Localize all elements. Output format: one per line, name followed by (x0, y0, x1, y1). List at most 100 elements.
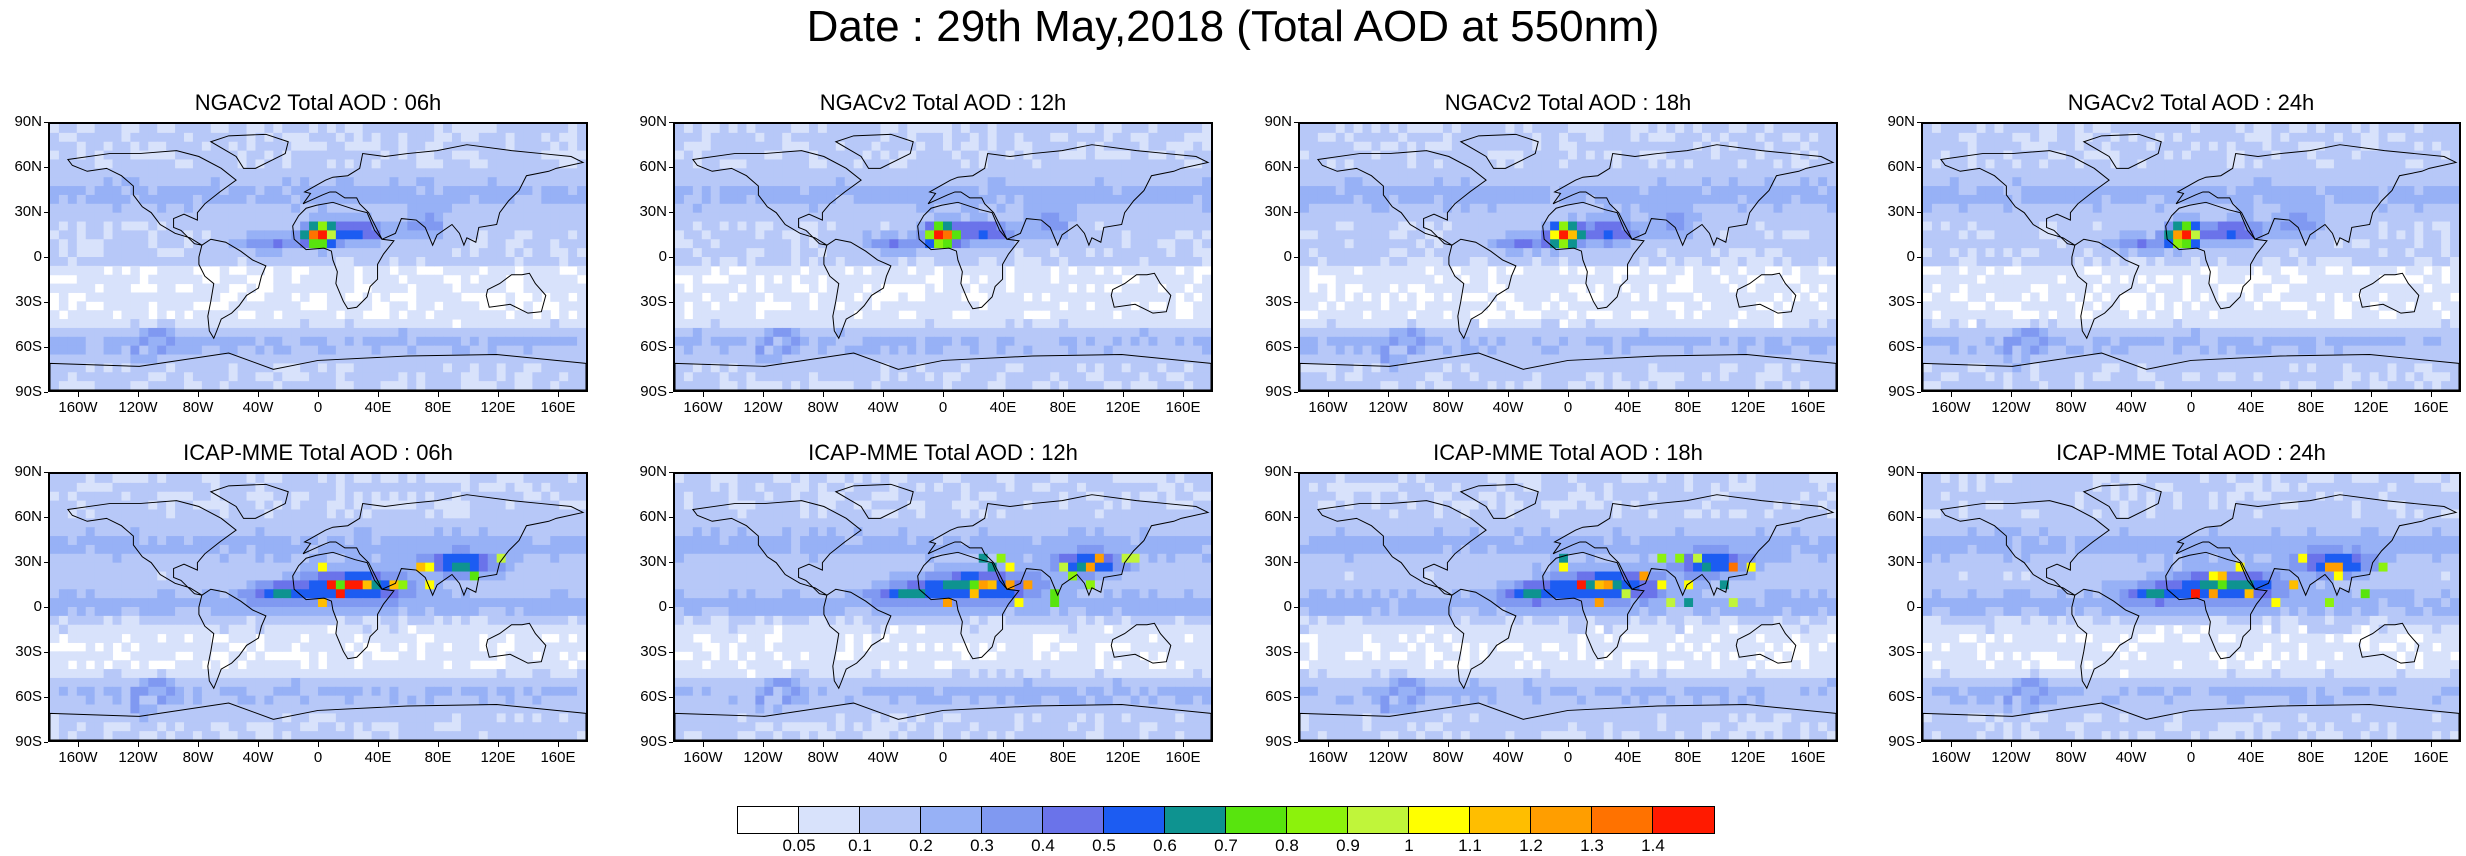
lon-tick-label: 80W (793, 750, 853, 766)
lon-tick-mark (138, 742, 139, 747)
lon-tick-label: 80E (1033, 750, 1093, 766)
lon-tick-mark (763, 742, 764, 747)
lat-tick-mark (669, 392, 673, 393)
colorbar-swatch (1348, 807, 1409, 833)
lon-tick-mark (1748, 392, 1749, 397)
lat-tick-mark (669, 697, 673, 698)
lon-tick-label: 40E (1598, 400, 1658, 416)
lat-tick-label: 60N (1881, 159, 1915, 175)
lon-tick-mark (2371, 742, 2372, 747)
lat-tick-mark (44, 392, 48, 393)
lat-tick-mark (1294, 302, 1298, 303)
colorbar-swatch (1287, 807, 1348, 833)
lat-tick-label: 90S (8, 734, 42, 750)
colorbar-swatch (1470, 807, 1531, 833)
lon-tick-mark (1628, 742, 1629, 747)
map-plot-area (1298, 122, 1838, 392)
lat-tick-mark (669, 607, 673, 608)
lat-tick-label: 30N (633, 554, 667, 570)
colorbar-swatch (738, 807, 799, 833)
lon-tick-label: 40W (228, 750, 288, 766)
lon-tick-mark (943, 742, 944, 747)
colorbar-label: 0.2 (896, 836, 946, 856)
lon-tick-mark (2131, 392, 2132, 397)
colorbar-label: 1.2 (1506, 836, 1556, 856)
lat-tick-mark (44, 652, 48, 653)
lon-tick-label: 160E (1153, 400, 1213, 416)
lon-tick-label: 120W (1981, 400, 2041, 416)
aod-field-map (675, 474, 1211, 740)
lon-tick-label: 120E (2341, 750, 2401, 766)
lat-tick-mark (669, 472, 673, 473)
lon-tick-label: 40E (2221, 750, 2281, 766)
lat-tick-label: 60S (1881, 689, 1915, 705)
lat-tick-mark (669, 167, 673, 168)
map-plot-area (48, 472, 588, 742)
aod-field-map (50, 474, 586, 740)
colorbar-label: 0.9 (1323, 836, 1373, 856)
lat-tick-mark (1917, 347, 1921, 348)
lat-tick-label: 90S (633, 384, 667, 400)
lon-tick-label: 120E (1718, 400, 1778, 416)
lon-tick-mark (558, 742, 559, 747)
lon-tick-mark (1508, 392, 1509, 397)
lat-tick-mark (669, 652, 673, 653)
lat-tick-label: 60S (633, 689, 667, 705)
lon-tick-mark (1123, 742, 1124, 747)
lat-tick-label: 0 (8, 599, 42, 615)
lon-tick-mark (1748, 742, 1749, 747)
lon-tick-mark (1808, 742, 1809, 747)
aod-grid-cells (675, 124, 1211, 390)
lon-tick-mark (138, 392, 139, 397)
lon-tick-label: 80W (1418, 400, 1478, 416)
lat-tick-mark (44, 212, 48, 213)
map-plot-area (673, 122, 1213, 392)
lon-tick-mark (2191, 392, 2192, 397)
lat-tick-mark (1294, 472, 1298, 473)
map-plot-area (1298, 472, 1838, 742)
lat-tick-label: 60N (8, 509, 42, 525)
lon-tick-label: 160E (1778, 750, 1838, 766)
lon-tick-mark (2431, 392, 2432, 397)
lat-tick-mark (44, 302, 48, 303)
lon-tick-label: 160W (1921, 750, 1981, 766)
lon-tick-mark (1808, 392, 1809, 397)
lon-tick-label: 0 (1538, 750, 1598, 766)
colorbar-swatch (1653, 807, 1714, 833)
aod-field-map (1923, 124, 2459, 390)
lon-tick-label: 40E (1598, 750, 1658, 766)
lon-tick-mark (1688, 742, 1689, 747)
aod-field-map (1300, 474, 1836, 740)
lon-tick-label: 40W (2101, 400, 2161, 416)
lon-tick-label: 80E (1033, 400, 1093, 416)
lat-tick-mark (1294, 167, 1298, 168)
lat-tick-mark (1917, 742, 1921, 743)
lon-tick-mark (198, 392, 199, 397)
colorbar-swatch (1104, 807, 1165, 833)
lon-tick-mark (2311, 742, 2312, 747)
colorbar-swatch (1226, 807, 1287, 833)
lon-tick-label: 40E (2221, 400, 2281, 416)
lon-tick-label: 80W (1418, 750, 1478, 766)
lon-tick-mark (883, 392, 884, 397)
lon-tick-mark (78, 392, 79, 397)
lon-tick-label: 120W (1981, 750, 2041, 766)
lon-tick-label: 160W (1921, 400, 1981, 416)
lon-tick-label: 40W (228, 400, 288, 416)
lat-tick-mark (1917, 122, 1921, 123)
lat-tick-mark (1917, 517, 1921, 518)
lon-tick-mark (438, 742, 439, 747)
lat-tick-label: 90S (1258, 384, 1292, 400)
lon-tick-label: 80E (408, 400, 468, 416)
colorbar-swatch (982, 807, 1043, 833)
lat-tick-mark (44, 167, 48, 168)
lat-tick-mark (1294, 257, 1298, 258)
lat-tick-label: 30S (8, 294, 42, 310)
lon-tick-mark (1328, 392, 1329, 397)
lat-tick-mark (44, 697, 48, 698)
lon-tick-label: 80E (1658, 750, 1718, 766)
lat-tick-mark (44, 517, 48, 518)
